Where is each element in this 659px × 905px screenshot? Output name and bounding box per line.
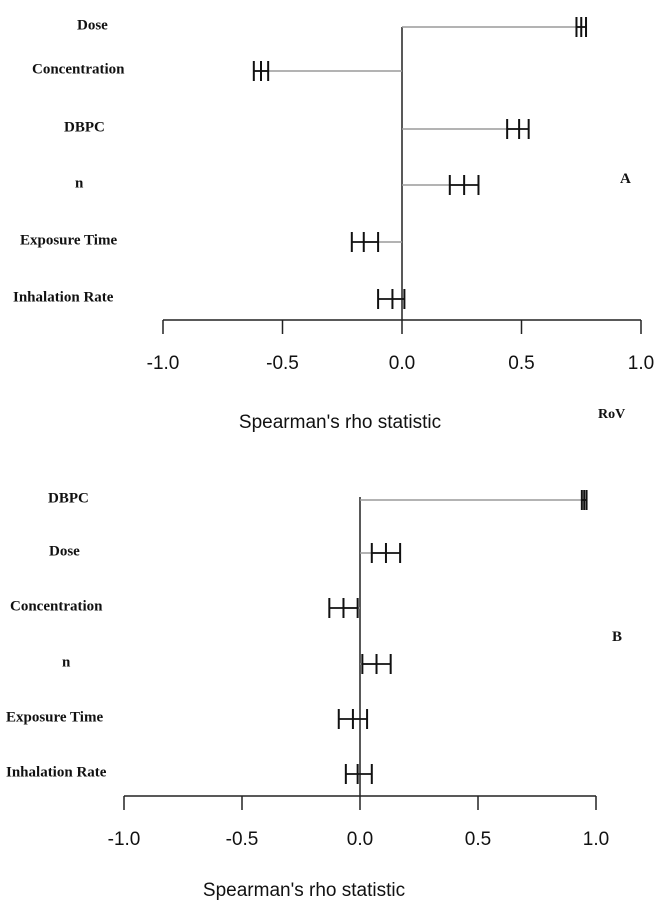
category-label: DBPC xyxy=(48,490,89,506)
x-tick-label: -0.5 xyxy=(266,353,299,374)
x-tick-label: -1.0 xyxy=(147,353,180,374)
category-label: Dose xyxy=(77,17,108,33)
category-label: n xyxy=(75,175,84,191)
x-axis-title: Spearman's rho statistic xyxy=(239,412,441,433)
x-tick-label: -1.0 xyxy=(108,829,141,850)
category-label: Inhalation Rate xyxy=(6,764,107,780)
x-tick-label: 0.0 xyxy=(389,353,415,374)
x-tick-label: 1.0 xyxy=(628,353,654,374)
category-label: Concentration xyxy=(10,598,103,614)
category-label: Exposure Time xyxy=(6,709,103,725)
x-tick-label: -0.5 xyxy=(226,829,259,850)
x-tick-label: 1.0 xyxy=(583,829,609,850)
x-tick-label: 0.0 xyxy=(347,829,373,850)
x-axis-title: Spearman's rho statistic xyxy=(203,880,405,901)
panel-label: B xyxy=(612,629,622,645)
category-label: Concentration xyxy=(32,61,125,77)
x-tick-label: 0.5 xyxy=(508,353,534,374)
panel-note: RoV xyxy=(598,407,625,422)
category-label: n xyxy=(62,654,71,670)
category-label: DBPC xyxy=(64,119,105,135)
x-tick-label: 0.5 xyxy=(465,829,491,850)
category-label: Exposure Time xyxy=(20,232,117,248)
panel-label: A xyxy=(620,171,631,187)
category-label: Inhalation Rate xyxy=(13,289,114,305)
category-label: Dose xyxy=(49,543,80,559)
